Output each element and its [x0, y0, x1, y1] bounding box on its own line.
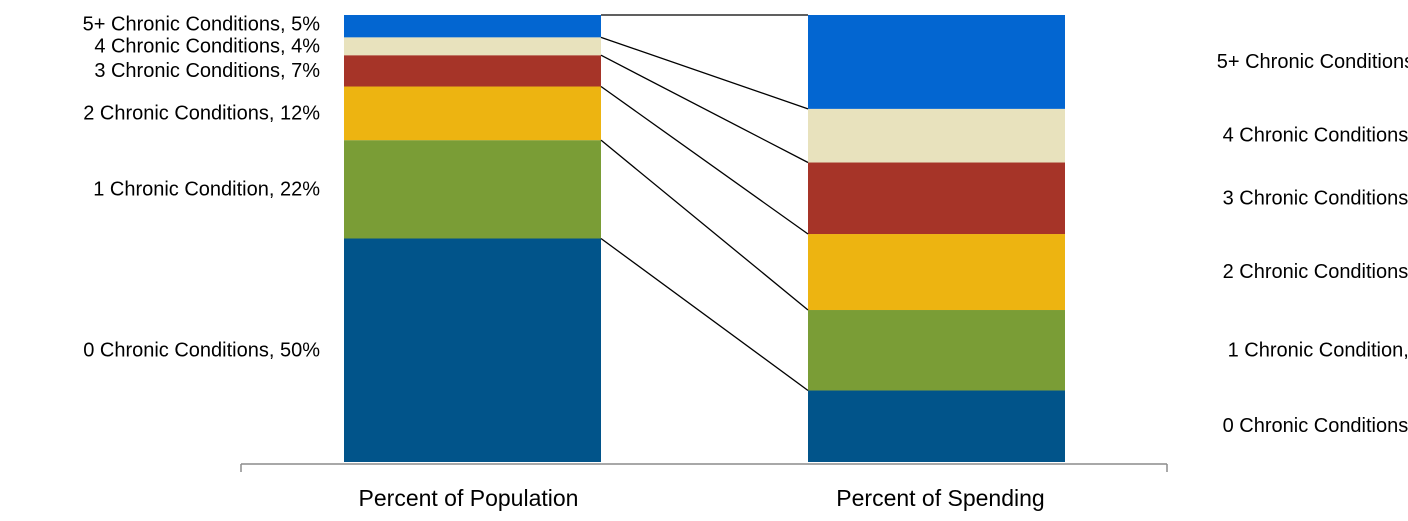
data-labels: 0 Chronic Conditions, 50% 1 Chronic Condi…: [83, 13, 1408, 437]
bar-segment: [808, 234, 1065, 311]
bar-segment: [344, 238, 601, 462]
x-tick-label: Percent of Population: [359, 485, 579, 511]
bar-segments: [344, 15, 1065, 462]
x-tick-label: Percent of Spending: [836, 485, 1044, 511]
bar-segment: [808, 108, 1065, 163]
data-label: 4 Chronic Conditions, 12%: [1223, 125, 1408, 147]
data-label: 1 Chronic Condition, 18%: [1228, 339, 1408, 361]
data-label: 2 Chronic Conditions, 12%: [83, 102, 320, 124]
connector-line: [600, 85, 809, 235]
bar-segment: [344, 86, 601, 141]
data-label: 4 Chronic Conditions, 4%: [94, 35, 320, 57]
connector-line: [600, 36, 809, 110]
data-label: 5+ Chronic Conditions, 21%: [1217, 51, 1408, 73]
bar-segment: [808, 310, 1065, 391]
data-label: 5+ Chronic Conditions, 5%: [83, 13, 321, 35]
bar-segment: [808, 390, 1065, 462]
data-label: 3 Chronic Conditions, 7%: [94, 60, 320, 82]
data-label: 3 Chronic Conditions, 16%: [1223, 187, 1408, 209]
connector-line: [600, 139, 809, 311]
bar-segment: [808, 162, 1065, 235]
x-axis: Percent of Population Percent of Spending: [240, 463, 1168, 511]
data-label: 2 Chronic Conditions, 17%: [1223, 261, 1408, 283]
data-label: 0 Chronic Conditions, 50%: [83, 339, 320, 361]
bar-segment: [344, 15, 601, 38]
bar-segment: [344, 140, 601, 239]
data-label: 0 Chronic Conditions, 16%: [1223, 415, 1408, 437]
bar-segment: [808, 15, 1065, 109]
bar-segment: [344, 37, 601, 56]
bar-segment: [344, 55, 601, 87]
connector-line: [600, 237, 809, 392]
connector-line: [600, 54, 809, 164]
data-label: 1 Chronic Condition, 22%: [93, 178, 320, 200]
connector-lines: [600, 14, 809, 392]
